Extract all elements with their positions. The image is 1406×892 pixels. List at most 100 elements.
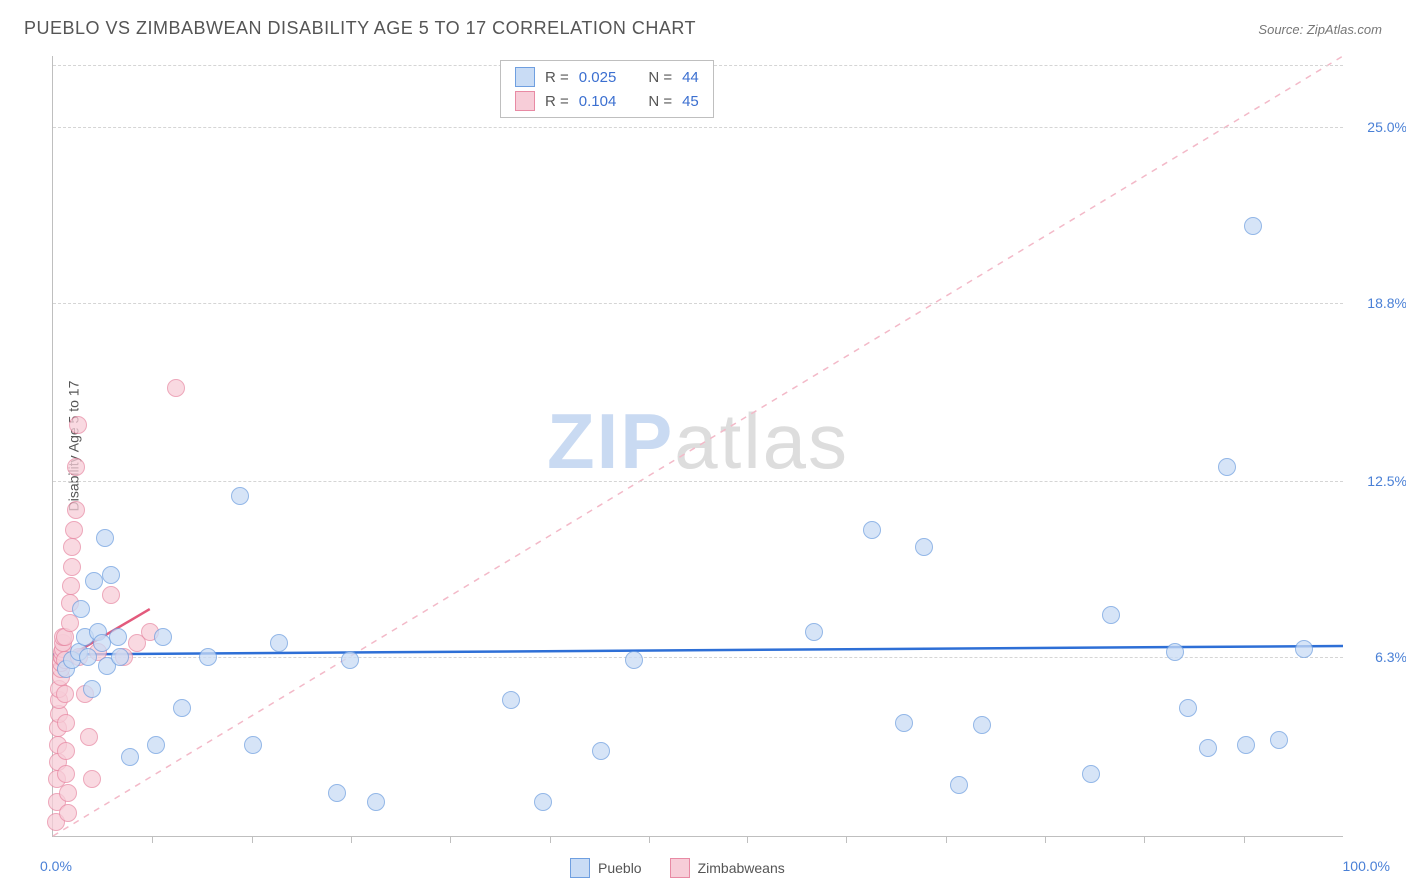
- legend-swatch: [515, 91, 535, 111]
- legend-n-label: N =: [648, 93, 672, 110]
- legend-n-label: N =: [648, 69, 672, 86]
- point-pueblo: [1102, 606, 1120, 624]
- point-pueblo: [341, 651, 359, 669]
- point-zimbabweans: [57, 765, 75, 783]
- point-zimbabweans: [56, 685, 74, 703]
- point-pueblo: [85, 572, 103, 590]
- point-pueblo: [895, 714, 913, 732]
- point-pueblo: [109, 628, 127, 646]
- legend-r-value: 0.025: [579, 69, 617, 86]
- point-zimbabweans: [63, 538, 81, 556]
- x-tick: [152, 836, 153, 843]
- point-zimbabweans: [65, 521, 83, 539]
- series-legend-label: Zimbabweans: [698, 860, 785, 876]
- point-pueblo: [805, 623, 823, 641]
- y-tick-label: 18.8%: [1351, 295, 1406, 311]
- point-pueblo: [1082, 765, 1100, 783]
- legend-n-value: 45: [682, 93, 699, 110]
- gridline-h: [53, 303, 1343, 304]
- y-tick-label: 25.0%: [1351, 119, 1406, 135]
- point-pueblo: [1270, 731, 1288, 749]
- point-pueblo: [111, 648, 129, 666]
- legend-swatch: [670, 858, 690, 878]
- point-pueblo: [915, 538, 933, 556]
- point-pueblo: [592, 742, 610, 760]
- series-legend-label: Pueblo: [598, 860, 642, 876]
- x-tick: [846, 836, 847, 843]
- legend-swatch: [515, 67, 535, 87]
- point-zimbabweans: [102, 586, 120, 604]
- x-tick: [649, 836, 650, 843]
- point-pueblo: [973, 716, 991, 734]
- legend-r-label: R =: [545, 93, 569, 110]
- point-pueblo: [1237, 736, 1255, 754]
- correlation-legend: R = 0.025 N = 44 R = 0.104 N = 45: [500, 60, 714, 118]
- point-pueblo: [83, 680, 101, 698]
- x-tick: [450, 836, 451, 843]
- gridline-h: [53, 127, 1343, 128]
- scatter-plot-area: ZIPatlas 6.3%12.5%18.8%25.0%: [52, 56, 1343, 837]
- point-zimbabweans: [59, 784, 77, 802]
- legend-row: R = 0.104 N = 45: [515, 89, 699, 113]
- y-tick-label: 12.5%: [1351, 473, 1406, 489]
- source-value: ZipAtlas.com: [1307, 22, 1382, 37]
- x-tick: [1244, 836, 1245, 843]
- point-zimbabweans: [69, 416, 87, 434]
- x-tick: [1144, 836, 1145, 843]
- point-zimbabweans: [57, 714, 75, 732]
- legend-r-label: R =: [545, 69, 569, 86]
- series-legend: Pueblo Zimbabweans: [570, 858, 785, 878]
- y-tick-label: 6.3%: [1351, 649, 1406, 665]
- source-attribution: Source: ZipAtlas.com: [1258, 22, 1382, 37]
- legend-r-value: 0.104: [579, 93, 617, 110]
- x-tick: [747, 836, 748, 843]
- point-pueblo: [79, 648, 97, 666]
- point-pueblo: [534, 793, 552, 811]
- point-zimbabweans: [83, 770, 101, 788]
- chart-title: PUEBLO VS ZIMBABWEAN DISABILITY AGE 5 TO…: [24, 18, 696, 39]
- gridline-h: [53, 657, 1343, 658]
- point-zimbabweans: [80, 728, 98, 746]
- point-pueblo: [270, 634, 288, 652]
- x-tick: [351, 836, 352, 843]
- point-pueblo: [173, 699, 191, 717]
- source-label: Source:: [1258, 22, 1303, 37]
- series-legend-item: Pueblo: [570, 858, 642, 878]
- point-pueblo: [154, 628, 172, 646]
- legend-row: R = 0.025 N = 44: [515, 65, 699, 89]
- point-pueblo: [1166, 643, 1184, 661]
- point-pueblo: [863, 521, 881, 539]
- point-pueblo: [502, 691, 520, 709]
- point-pueblo: [72, 600, 90, 618]
- trend-lines-layer: [53, 56, 1343, 836]
- legend-n-value: 44: [682, 69, 699, 86]
- point-pueblo: [328, 784, 346, 802]
- x-tick: [1045, 836, 1046, 843]
- point-zimbabweans: [63, 558, 81, 576]
- point-pueblo: [96, 529, 114, 547]
- point-pueblo: [244, 736, 262, 754]
- x-tick: [550, 836, 551, 843]
- point-zimbabweans: [67, 458, 85, 476]
- point-pueblo: [121, 748, 139, 766]
- point-pueblo: [1244, 217, 1262, 235]
- point-pueblo: [950, 776, 968, 794]
- point-pueblo: [147, 736, 165, 754]
- point-pueblo: [1179, 699, 1197, 717]
- point-pueblo: [625, 651, 643, 669]
- point-pueblo: [1199, 739, 1217, 757]
- point-pueblo: [199, 648, 217, 666]
- point-pueblo: [231, 487, 249, 505]
- gridline-h: [53, 481, 1343, 482]
- point-pueblo: [102, 566, 120, 584]
- point-zimbabweans: [62, 577, 80, 595]
- point-zimbabweans: [59, 804, 77, 822]
- x-axis-min-label: 0.0%: [40, 858, 72, 874]
- point-pueblo: [367, 793, 385, 811]
- series-legend-item: Zimbabweans: [670, 858, 785, 878]
- point-zimbabweans: [57, 742, 75, 760]
- point-pueblo: [1295, 640, 1313, 658]
- x-tick: [252, 836, 253, 843]
- point-zimbabweans: [167, 379, 185, 397]
- point-pueblo: [1218, 458, 1236, 476]
